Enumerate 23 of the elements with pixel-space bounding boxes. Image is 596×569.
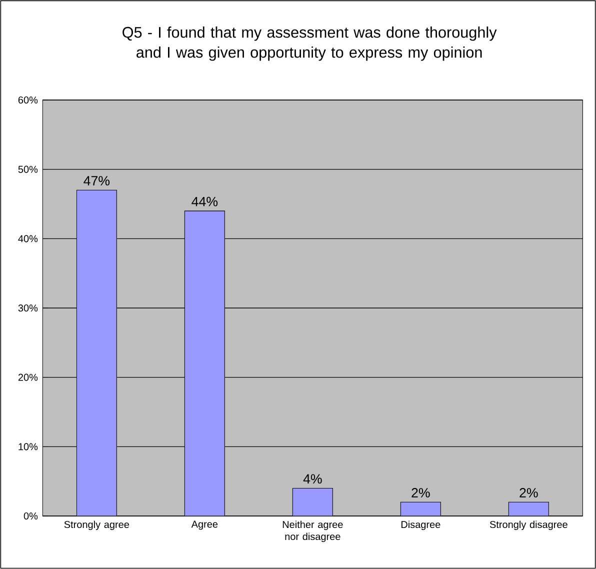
x-tick-label: Strongly agree [64,520,130,530]
y-tick-label: 40% [18,235,38,242]
bar [184,210,225,516]
bar [508,502,549,516]
x-tick-label: Neither agree nor disagree [282,520,343,542]
x-tick-label: Disagree [401,520,440,530]
y-tick-label: 10% [18,443,38,450]
y-tick-label: 60% [18,96,38,104]
data-label: 2% [412,488,430,498]
data-label: 4% [303,474,322,484]
bar [292,488,333,516]
y-tick-label: 30% [18,304,38,312]
y-tick-label: 50% [18,166,38,173]
chart-title: Q5 - I found that my assessment was done thoroughly and I was given opportunity to express my opinion [122,26,497,61]
y-tick-label: 0% [24,512,38,520]
bar [76,190,117,516]
data-label: 2% [520,488,538,498]
bar [400,502,441,516]
x-tick-label: Agree [191,520,218,530]
x-tick-label: Strongly disagree [490,520,568,530]
y-tick-label: 20% [18,374,38,381]
data-label: 44% [192,196,218,206]
data-label: 47% [84,176,110,186]
